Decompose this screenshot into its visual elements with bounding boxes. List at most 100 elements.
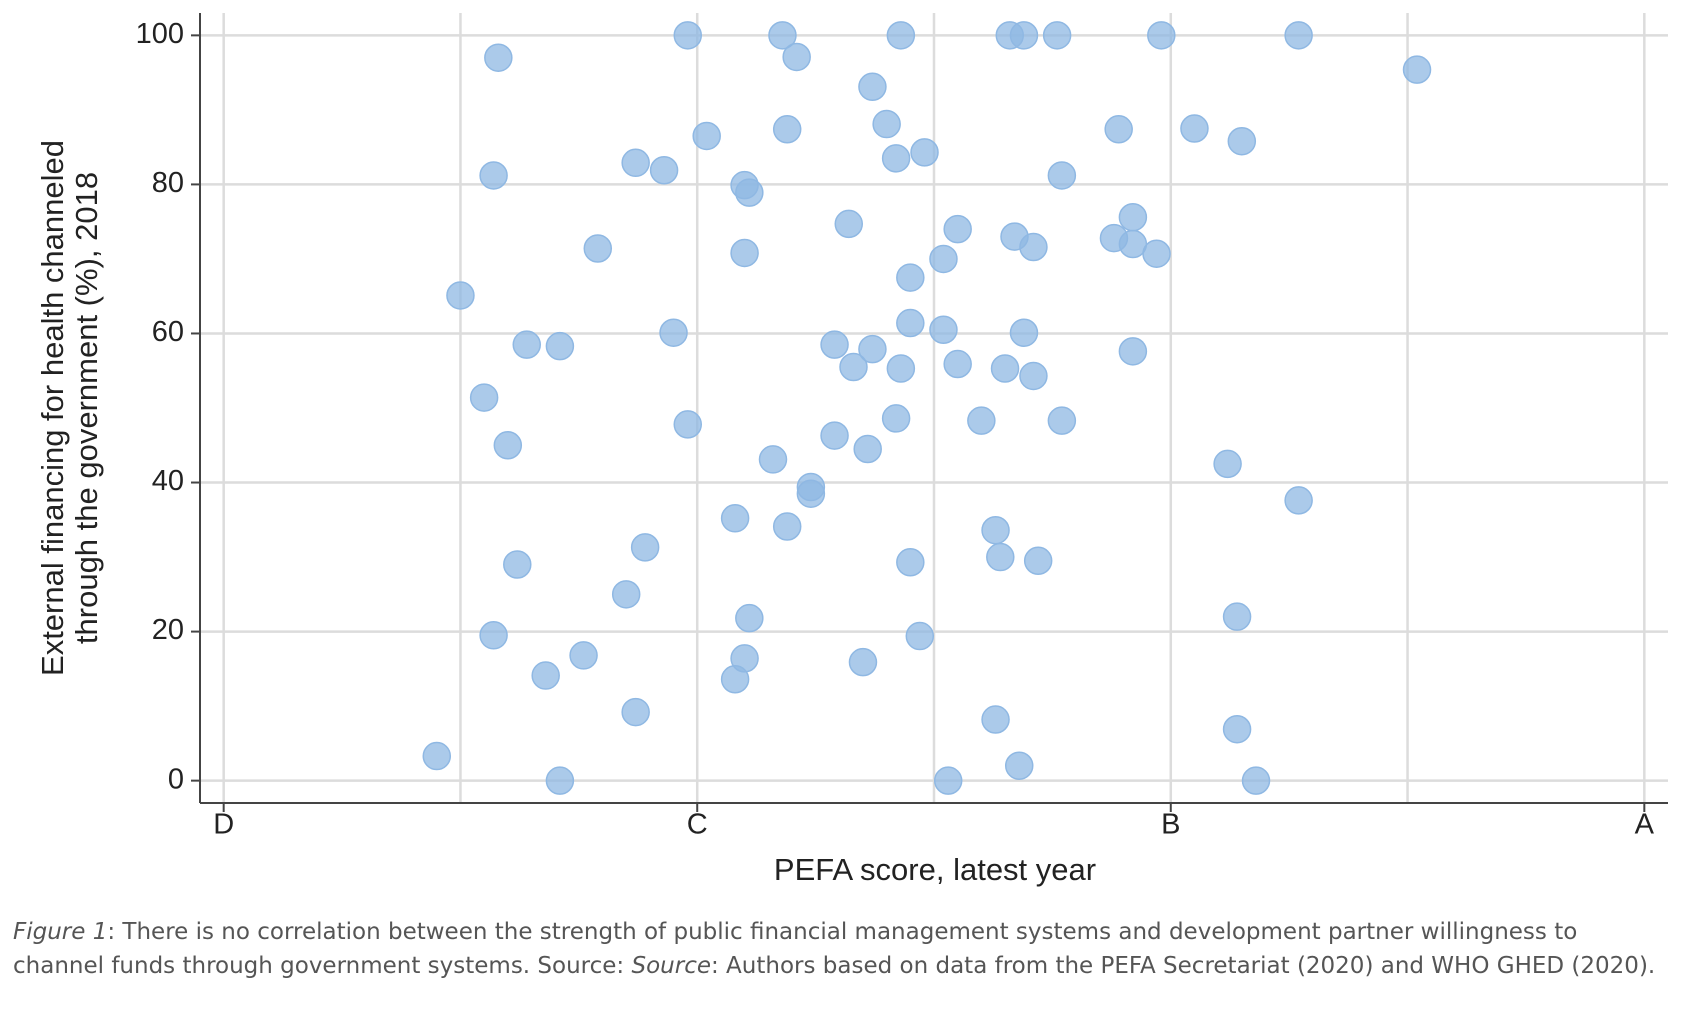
point bbox=[858, 334, 887, 364]
point bbox=[1104, 115, 1133, 144]
point bbox=[720, 504, 750, 533]
y-tick-label: 60 bbox=[152, 316, 184, 348]
point bbox=[1004, 751, 1034, 780]
point bbox=[484, 43, 513, 72]
point bbox=[943, 214, 972, 244]
point bbox=[479, 161, 508, 190]
point bbox=[569, 641, 598, 670]
source-label: Source bbox=[631, 953, 711, 979]
caption-text: : There is no correlation between the st… bbox=[13, 919, 1578, 979]
point bbox=[881, 144, 911, 173]
point bbox=[1047, 406, 1077, 435]
x-axis-title: PEFA score, latest year bbox=[774, 852, 1096, 887]
point bbox=[858, 72, 887, 102]
point bbox=[933, 766, 963, 795]
point bbox=[1142, 239, 1171, 268]
point bbox=[986, 542, 1015, 572]
point bbox=[910, 138, 939, 167]
point bbox=[896, 263, 925, 292]
point bbox=[1019, 232, 1048, 262]
point bbox=[886, 354, 916, 383]
point bbox=[673, 21, 703, 50]
point bbox=[493, 431, 523, 460]
point bbox=[1047, 161, 1077, 190]
point bbox=[768, 21, 797, 50]
point bbox=[1222, 714, 1252, 744]
y-tick-label: 80 bbox=[152, 167, 184, 199]
x-tick-label: B bbox=[1161, 809, 1180, 841]
point bbox=[583, 234, 613, 263]
point bbox=[1213, 449, 1242, 479]
point bbox=[1023, 546, 1053, 576]
chart: PEFA score, latest year External financi… bbox=[35, 13, 1668, 887]
point bbox=[839, 352, 868, 382]
point bbox=[1227, 126, 1257, 156]
point bbox=[1222, 602, 1252, 631]
point bbox=[649, 156, 679, 185]
point bbox=[545, 766, 575, 795]
y-axis-title: External financing for health channeled bbox=[35, 140, 70, 676]
point bbox=[469, 383, 499, 412]
point bbox=[446, 281, 475, 310]
point bbox=[1284, 486, 1313, 515]
point bbox=[1118, 202, 1148, 232]
y-tick-label: 100 bbox=[136, 18, 184, 50]
point bbox=[896, 308, 925, 338]
point bbox=[531, 661, 560, 690]
point bbox=[1019, 361, 1048, 391]
point bbox=[1042, 21, 1072, 50]
y-axis-title: through the government (%), 2018 bbox=[69, 172, 104, 644]
point bbox=[692, 121, 721, 151]
point bbox=[621, 148, 650, 178]
point bbox=[611, 580, 641, 609]
point bbox=[545, 331, 575, 361]
point bbox=[1241, 766, 1271, 795]
point bbox=[981, 705, 1010, 734]
point bbox=[1009, 318, 1039, 347]
point bbox=[735, 178, 764, 207]
x-tick-label: A bbox=[1635, 809, 1655, 841]
point bbox=[730, 238, 759, 268]
point bbox=[735, 603, 764, 633]
point bbox=[1009, 21, 1039, 50]
point bbox=[820, 330, 849, 359]
x-tick-label: C bbox=[687, 809, 708, 841]
point bbox=[1402, 55, 1432, 84]
point bbox=[929, 244, 958, 274]
point bbox=[673, 410, 703, 439]
point bbox=[782, 42, 811, 72]
point bbox=[758, 445, 788, 474]
point bbox=[630, 533, 660, 562]
point bbox=[772, 512, 802, 541]
point bbox=[881, 404, 911, 433]
point bbox=[1180, 114, 1209, 143]
point bbox=[981, 515, 1010, 545]
point bbox=[503, 550, 532, 579]
point bbox=[820, 421, 849, 450]
point bbox=[730, 644, 759, 673]
point bbox=[929, 315, 958, 344]
point bbox=[422, 741, 452, 771]
figure-label: Figure 1 bbox=[13, 919, 108, 945]
point bbox=[872, 109, 901, 139]
y-tick-label: 40 bbox=[152, 465, 184, 497]
point bbox=[990, 354, 1020, 383]
point bbox=[943, 349, 972, 379]
point bbox=[796, 479, 826, 508]
y-tick-label: 20 bbox=[152, 614, 184, 646]
point bbox=[659, 318, 688, 347]
point bbox=[967, 406, 996, 435]
point bbox=[621, 697, 650, 727]
point bbox=[1118, 337, 1148, 366]
point bbox=[853, 434, 882, 464]
point bbox=[848, 647, 878, 677]
point bbox=[834, 209, 864, 239]
point bbox=[479, 621, 508, 650]
source-text: : Authors based on data from the PEFA Se… bbox=[711, 953, 1656, 979]
caption: Figure 1: There is no correlation betwee… bbox=[13, 915, 1673, 983]
point bbox=[886, 21, 916, 50]
point bbox=[1284, 21, 1313, 50]
x-tick-label: D bbox=[213, 809, 234, 841]
point bbox=[1147, 21, 1176, 50]
